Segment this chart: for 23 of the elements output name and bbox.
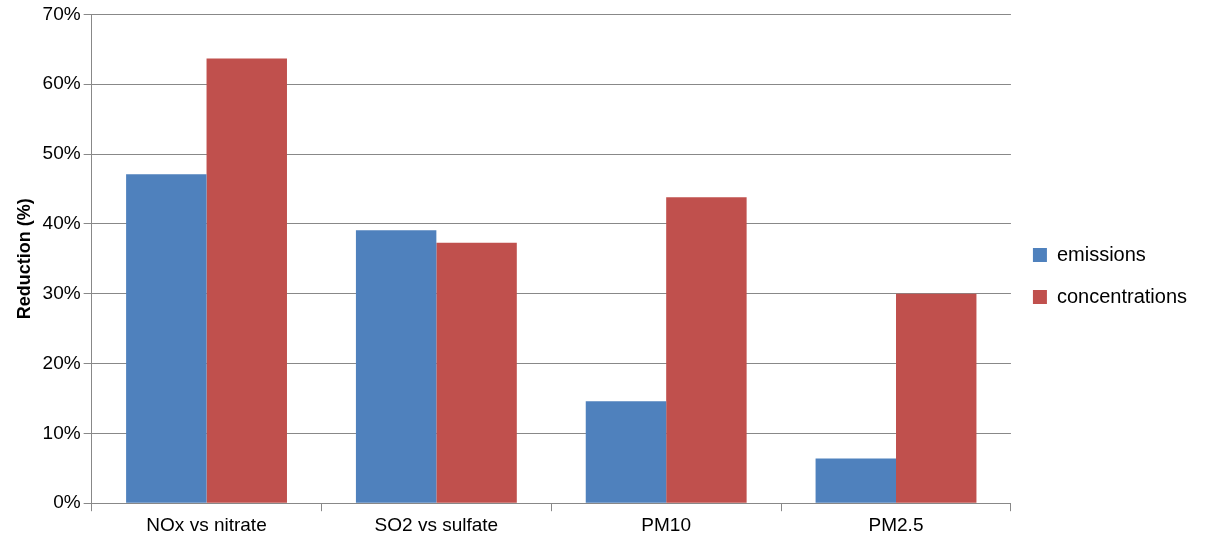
y-tick-label: 20% — [42, 351, 81, 373]
legend-label: concentrations — [1056, 284, 1187, 307]
bar — [815, 458, 897, 503]
y-tick-label: 50% — [42, 142, 81, 164]
y-tick-label: 10% — [42, 421, 81, 443]
legend-label: emissions — [1056, 242, 1146, 265]
bar — [206, 58, 287, 503]
bar — [585, 401, 667, 503]
bar — [436, 242, 517, 503]
y-tick-label: 0% — [53, 491, 81, 513]
bar — [126, 174, 207, 503]
x-tick-label: PM2.5 — [868, 513, 924, 535]
x-tick-label: SO2 vs sulfate — [374, 513, 499, 535]
y-tick-label: 70% — [42, 2, 81, 24]
y-tick-label: 40% — [42, 212, 81, 234]
x-tick-label: PM10 — [641, 513, 692, 535]
bar — [666, 197, 747, 503]
y-tick-label: 60% — [42, 72, 81, 94]
x-tick-label: NOx vs nitrate — [146, 513, 267, 535]
bar — [355, 230, 437, 503]
bar — [896, 293, 977, 503]
y-axis-title: Reduction (%) — [13, 198, 34, 320]
y-tick-label: 30% — [42, 281, 81, 303]
